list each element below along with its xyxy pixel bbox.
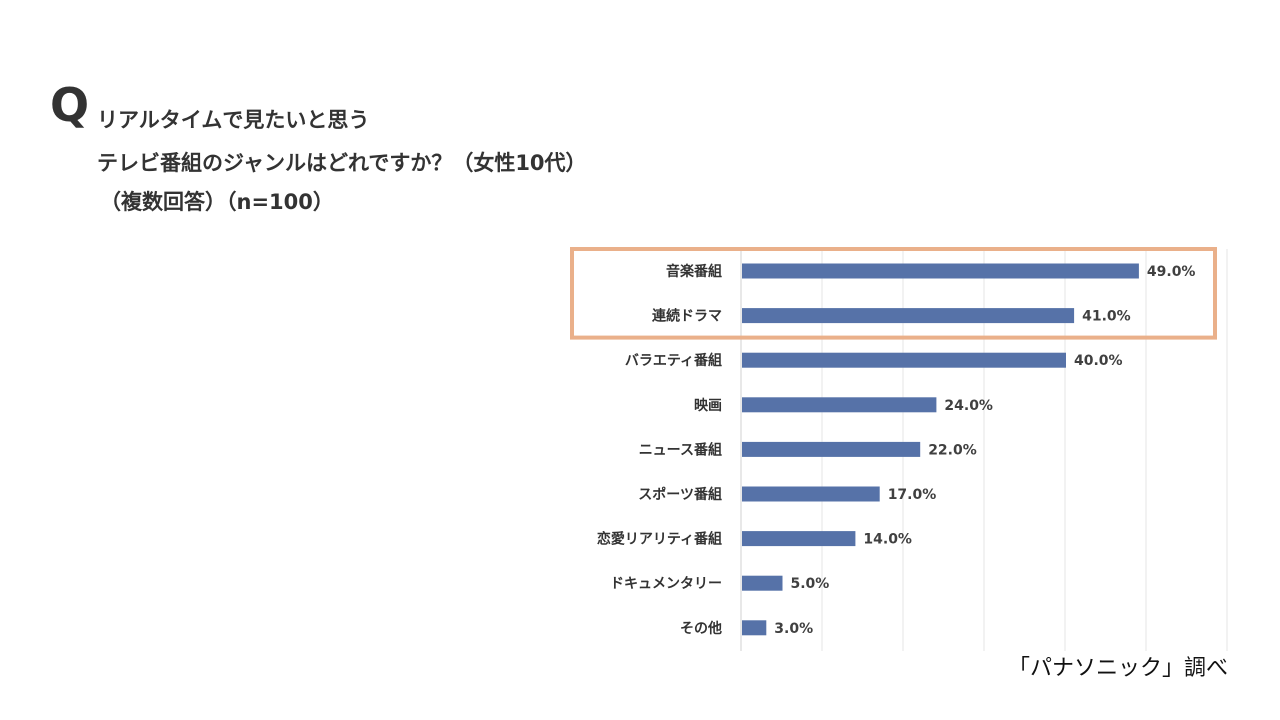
question-line-3: （複数回答）（n=100） bbox=[100, 190, 334, 214]
category-label: バラエティ番組 bbox=[625, 352, 722, 369]
chart-highlight bbox=[570, 247, 1217, 340]
bar bbox=[742, 531, 856, 547]
question-line-2: テレビ番組のジャンルはどれですか？（女性10代） bbox=[97, 151, 587, 175]
value-label: 24.0% bbox=[944, 398, 993, 414]
bar bbox=[742, 308, 1075, 324]
chart-bars bbox=[742, 263, 1139, 636]
value-label: 14.0% bbox=[863, 532, 912, 548]
bar bbox=[742, 352, 1066, 368]
highlight-box bbox=[570, 247, 1217, 340]
category-label: 恋愛リアリティ番組 bbox=[597, 531, 722, 548]
bar bbox=[742, 441, 921, 457]
category-label: 映画 bbox=[694, 398, 722, 414]
category-label: ドキュメンタリー bbox=[610, 576, 722, 592]
value-label: 41.0% bbox=[1082, 309, 1131, 325]
question-mark: Q bbox=[50, 78, 90, 132]
category-label: ニュース番組 bbox=[639, 441, 722, 458]
source-note: 「パナソニック」調べ bbox=[1007, 656, 1228, 681]
value-label: 49.0% bbox=[1147, 264, 1196, 280]
chart-labels: 音楽番組 49.0% 連続ドラマ 41.0% バラエティ番組 40.0% 映画 24.0% ニュ… bbox=[597, 263, 1196, 637]
bar bbox=[742, 620, 767, 636]
value-label: 40.0% bbox=[1074, 353, 1123, 369]
value-label: 17.0% bbox=[888, 487, 937, 503]
bar bbox=[742, 397, 937, 413]
question-line-1: リアルタイムで見たいと思う bbox=[97, 108, 370, 132]
bar bbox=[742, 263, 1139, 279]
value-label: 22.0% bbox=[928, 442, 977, 458]
value-label: 3.0% bbox=[774, 621, 813, 637]
value-label: 5.0% bbox=[791, 576, 830, 592]
category-label: 音楽番組 bbox=[666, 263, 722, 280]
category-label: スポーツ番組 bbox=[638, 486, 722, 503]
category-label: 連続ドラマ bbox=[652, 308, 722, 325]
bar bbox=[742, 486, 880, 502]
bar bbox=[742, 575, 783, 591]
category-label: その他 bbox=[680, 620, 722, 637]
